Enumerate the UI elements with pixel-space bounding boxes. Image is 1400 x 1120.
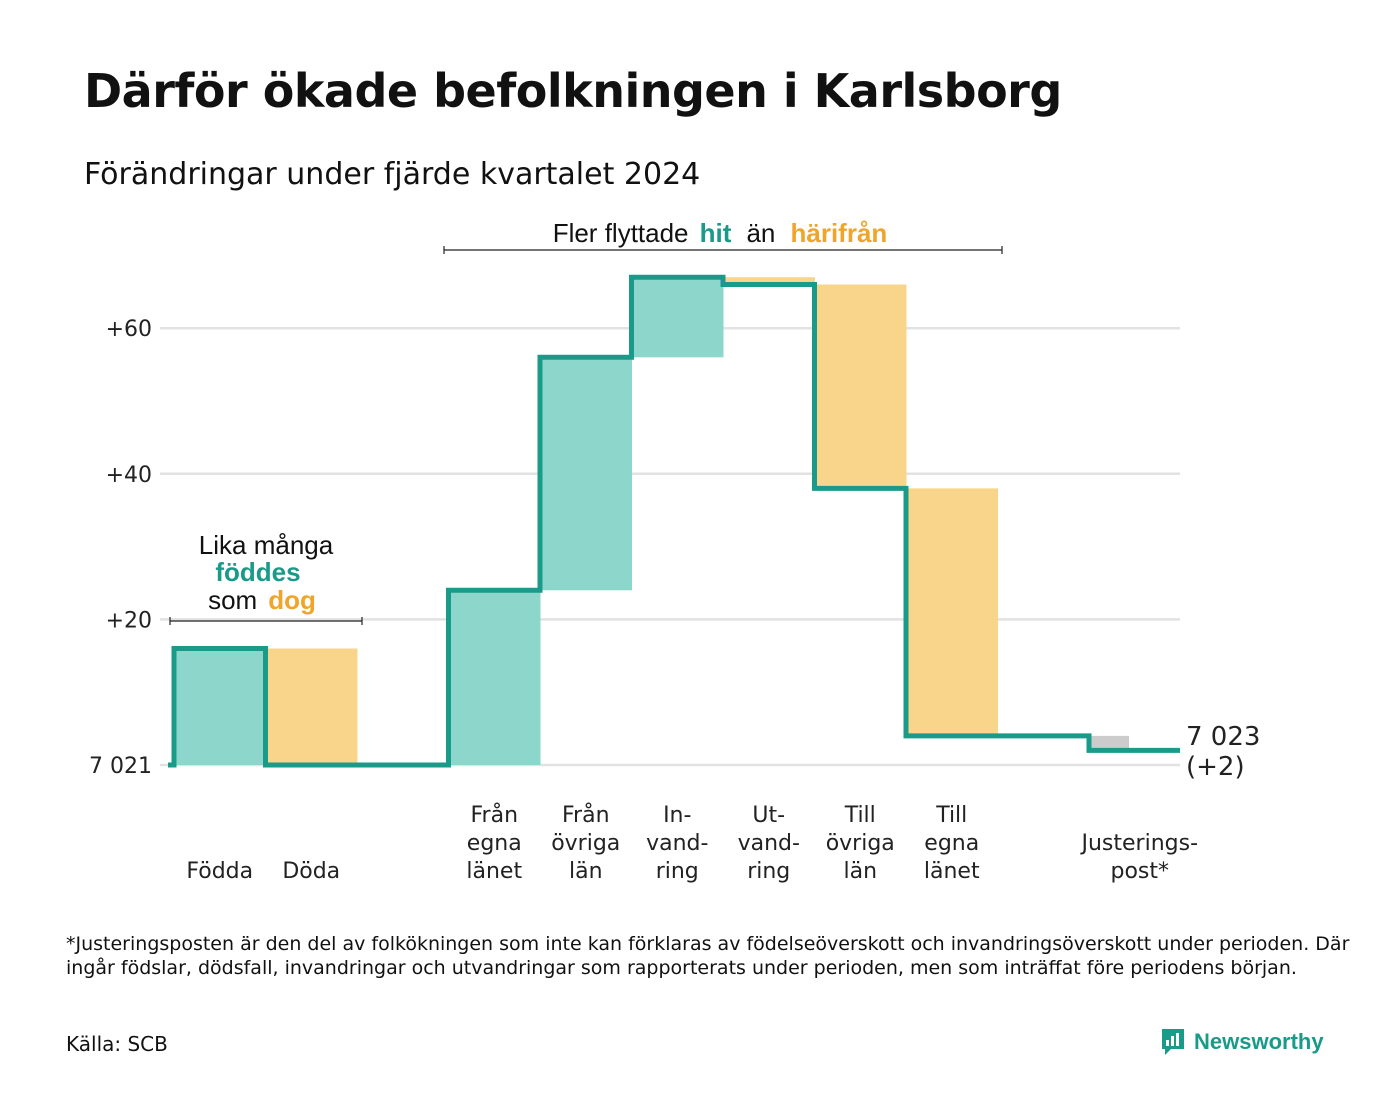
category-label: Från bbox=[562, 802, 610, 828]
birth-death-annotation-line1: Lika många bbox=[199, 530, 334, 560]
migration-annotation-middle: än bbox=[746, 218, 775, 248]
bar-out bbox=[723, 277, 815, 285]
category-label: In- bbox=[663, 803, 691, 828]
category-label: post* bbox=[1110, 859, 1169, 884]
bar-in bbox=[540, 357, 632, 591]
category-label: län bbox=[843, 859, 877, 884]
brand-name: Newsworthy bbox=[1194, 1029, 1324, 1054]
category-label: länet bbox=[466, 859, 522, 884]
category-label: ring bbox=[656, 859, 699, 884]
footnote: *Justeringsposten är den del av folkökni… bbox=[66, 933, 1350, 979]
category-label: Döda bbox=[282, 859, 340, 884]
chart-title: Därför ökade befolkningen i Karlsborg bbox=[84, 64, 1062, 118]
birth-death-annotation-fodde: föddes bbox=[215, 557, 300, 587]
y-tick-label: +60 bbox=[106, 317, 152, 342]
category-label: Justerings- bbox=[1079, 831, 1198, 856]
y-tick-label: +40 bbox=[106, 463, 152, 488]
category-label: Från bbox=[470, 802, 518, 828]
chart-subtitle: Förändringar under fjärde kvartalet 2024 bbox=[84, 157, 701, 192]
migration-annotation-prefix: Fler flyttade bbox=[553, 218, 689, 248]
source-note: Källa: SCB bbox=[66, 1032, 168, 1056]
birth-death-annotation-som: som bbox=[208, 585, 257, 615]
category-label: län bbox=[569, 859, 603, 884]
level-line bbox=[168, 274, 1180, 768]
category-label: Ut- bbox=[752, 803, 785, 828]
end-value-label: 7 023 bbox=[1186, 722, 1260, 752]
bar-in bbox=[631, 277, 724, 358]
bar-out bbox=[814, 284, 907, 489]
category-label: vand- bbox=[738, 831, 800, 856]
bars bbox=[174, 277, 1129, 765]
bar-adj bbox=[1089, 735, 1129, 751]
birth-death-annotation-line3: som dog bbox=[208, 585, 316, 615]
category-label: övriga bbox=[551, 831, 620, 856]
migration-annotation-hit: hit bbox=[700, 218, 732, 248]
category-label: övriga bbox=[826, 831, 895, 856]
y-tick-label: 7 021 bbox=[89, 754, 152, 779]
bar-out bbox=[265, 648, 358, 765]
end-value-label: (+2) bbox=[1186, 752, 1245, 782]
category-label: vand- bbox=[646, 831, 708, 856]
waterfall-chart: 7 021 +20 +40 +60 7 023(+2) Födda Döda Från egn… bbox=[89, 218, 1260, 884]
y-axis: 7 021 +20 +40 +60 7 023(+2) bbox=[89, 317, 1260, 782]
category-label: ring bbox=[747, 859, 790, 884]
category-label: Födda bbox=[186, 859, 253, 884]
category-labels: Födda Döda Från egna länet Från övriga län In-va… bbox=[186, 802, 1198, 884]
newsworthy-logo-icon bbox=[1162, 1029, 1184, 1055]
category-label: Till bbox=[844, 803, 876, 828]
category-label: länet bbox=[924, 859, 980, 884]
category-label: egna bbox=[924, 831, 979, 856]
level-step-line bbox=[168, 274, 1180, 768]
category-label: egna bbox=[467, 831, 522, 856]
bar-in bbox=[448, 590, 541, 765]
category-label: Till bbox=[935, 803, 967, 828]
brand-logo: Newsworthy bbox=[1160, 1027, 1324, 1057]
bar-in bbox=[174, 648, 266, 765]
migration-annotation: Fler flyttade hit än härifrån bbox=[553, 218, 888, 248]
y-tick-label: +20 bbox=[106, 608, 152, 633]
annotations: Lika många föddes som dog Fler flyttade … bbox=[169, 218, 1003, 625]
bar-out bbox=[906, 488, 998, 736]
birth-death-annotation-dog: dog bbox=[268, 585, 316, 615]
migration-annotation-harifran: härifrån bbox=[790, 218, 887, 248]
